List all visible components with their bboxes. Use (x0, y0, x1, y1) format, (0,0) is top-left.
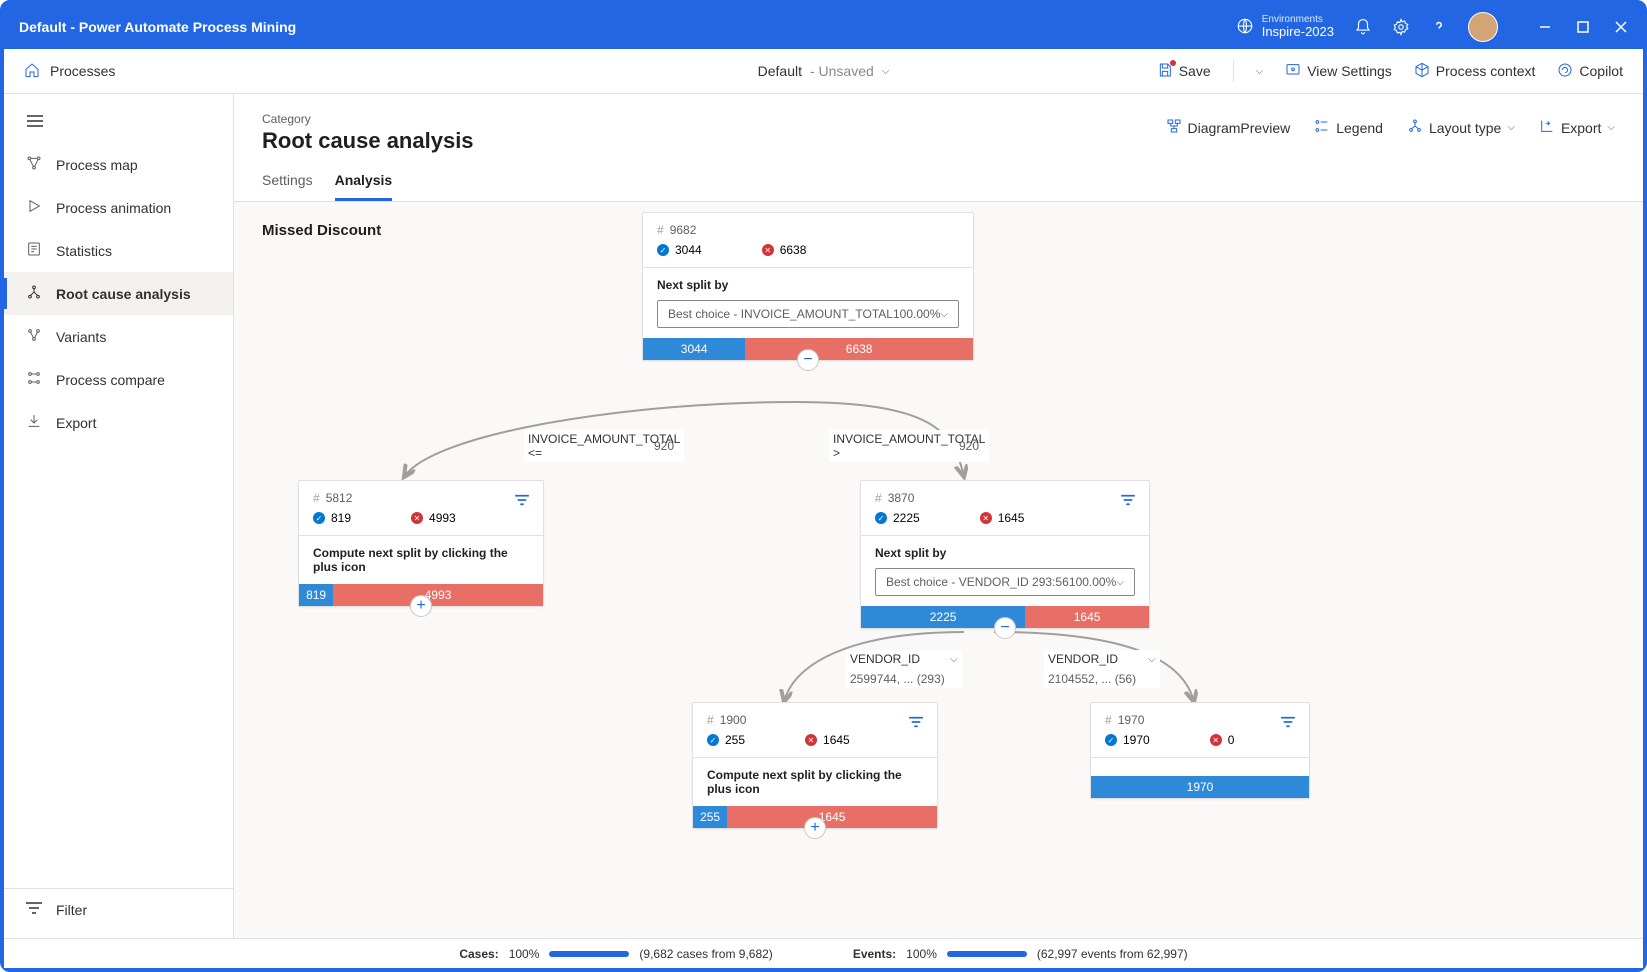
node-left[interactable]: #5812 ✓819 ✕4993 Compute next split by c… (298, 480, 544, 607)
compare-icon (26, 370, 42, 389)
root-cause-icon (26, 284, 42, 303)
split-select-right[interactable]: Best choice - VENDOR_ID 293:56 100.00% ⌵ (875, 568, 1135, 596)
sidebar-item-process-animation[interactable]: Process animation (4, 186, 233, 229)
statistics-icon (26, 241, 42, 260)
category-label: Category (262, 112, 474, 126)
sidebar-item-statistics[interactable]: Statistics (4, 229, 233, 272)
settings-icon[interactable] (1392, 18, 1410, 36)
maximize-button[interactable] (1576, 20, 1590, 34)
node-root[interactable]: #9682 ✓3044 ✕6638 Next split by Best cho… (642, 212, 974, 361)
tab-settings[interactable]: Settings (262, 172, 313, 201)
filter-icon[interactable] (515, 493, 529, 511)
copilot-icon (1557, 62, 1573, 81)
minimize-button[interactable] (1538, 20, 1552, 34)
sidebar-item-process-compare[interactable]: Process compare (4, 358, 233, 401)
edge-label-r-left: VENDOR_ID⌵ 2599744, ... (293) (846, 650, 962, 688)
chevron-down-icon: ⌵ (882, 66, 890, 77)
layout-type-button[interactable]: Layout type ⌵ (1407, 118, 1515, 137)
split-select-root[interactable]: Best choice - INVOICE_AMOUNT_TOTAL 100.0… (657, 300, 959, 328)
chevron-down-icon[interactable]: ⌵ (1148, 654, 1156, 665)
process-context-button[interactable]: Process context (1414, 62, 1536, 81)
page-title: Root cause analysis (262, 128, 474, 154)
breadcrumb-processes[interactable]: Processes (50, 63, 115, 79)
process-map-icon (26, 155, 42, 174)
sidebar-filter[interactable]: Filter (4, 888, 234, 930)
user-avatar[interactable] (1468, 12, 1498, 42)
notifications-icon[interactable] (1354, 18, 1372, 36)
filter-icon (26, 901, 42, 918)
close-button[interactable] (1614, 20, 1628, 34)
collapse-button[interactable]: − (797, 349, 819, 371)
tab-analysis[interactable]: Analysis (335, 172, 393, 201)
expand-button[interactable]: + (410, 595, 432, 617)
titlebar: Default - Power Automate Process Mining … (4, 4, 1643, 49)
app-title: Default - Power Automate Process Mining (19, 19, 296, 35)
env-name: Inspire-2023 (1262, 25, 1334, 39)
play-icon (26, 198, 42, 217)
node-right-right[interactable]: #1970 ✓1970 ✕0 1970 (1090, 702, 1310, 799)
copilot-button[interactable]: Copilot (1557, 62, 1623, 81)
chevron-down-icon: ⌵ (1507, 122, 1515, 133)
cube-icon (1414, 62, 1430, 81)
sidebar-item-process-map[interactable]: Process map (4, 143, 233, 186)
export-button[interactable]: Export ⌵ (1539, 118, 1615, 137)
environment-picker[interactable]: Environments Inspire-2023 (1236, 14, 1334, 39)
node-right[interactable]: #3870 ✓2225 ✕1645 Next split by Best cho… (860, 480, 1150, 629)
environment-icon (1236, 17, 1254, 35)
sidebar-item-variants[interactable]: Variants (4, 315, 233, 358)
sidebar: Process map Process animation Statistics… (4, 94, 234, 938)
document-state[interactable]: Default - Unsaved ⌵ (758, 63, 890, 79)
analysis-title: Missed Discount (262, 222, 381, 239)
edge-label-right: INVOICE_AMOUNT_TOTAL >920 (829, 430, 989, 462)
legend-button[interactable]: Legend (1314, 118, 1383, 137)
help-icon[interactable] (1430, 18, 1448, 36)
save-icon (1157, 62, 1173, 81)
view-settings-button[interactable]: View Settings (1285, 62, 1392, 81)
export-icon (1539, 118, 1555, 137)
filter-icon[interactable] (1121, 493, 1135, 511)
filter-icon[interactable] (909, 715, 923, 733)
content-header: Category Root cause analysis Settings An… (234, 94, 1643, 202)
env-label: Environments (1262, 14, 1334, 25)
filter-icon[interactable] (1281, 715, 1295, 733)
sidebar-item-export[interactable]: Export (4, 401, 233, 444)
save-button[interactable]: Save (1157, 62, 1211, 81)
footer-cases: Cases: 100% (9,682 cases from 9,682) (459, 947, 772, 961)
view-settings-icon (1285, 62, 1301, 81)
edge-label-r-right: VENDOR_ID⌵ 2104552, ... (56) (1044, 650, 1160, 688)
variants-icon (26, 327, 42, 346)
chevron-down-icon: ⌵ (1607, 122, 1615, 133)
collapse-button[interactable]: − (994, 617, 1016, 639)
layout-icon (1407, 118, 1423, 137)
sidebar-item-root-cause[interactable]: Root cause analysis (4, 272, 233, 315)
download-icon (26, 413, 42, 432)
diagram-canvas[interactable]: Missed Discount #9682 ✓3044 ✕6638 (234, 202, 1643, 938)
diagram-preview-button[interactable]: DiagramPreview (1166, 118, 1291, 137)
expand-button[interactable]: + (804, 817, 826, 839)
save-dropdown[interactable]: ⌵ (1256, 66, 1264, 77)
legend-icon (1314, 118, 1330, 137)
node-right-left[interactable]: #1900 ✓255 ✕1645 Compute next split by c… (692, 702, 938, 829)
diagram-icon (1166, 118, 1182, 137)
toolbar: Processes Default - Unsaved ⌵ Save ⌵ Vie… (4, 49, 1643, 94)
footer: Cases: 100% (9,682 cases from 9,682) Eve… (4, 938, 1643, 968)
chevron-down-icon[interactable]: ⌵ (950, 654, 958, 665)
edge-label-left: INVOICE_AMOUNT_TOTAL <=920 (524, 430, 684, 462)
footer-events: Events: 100% (62,997 events from 62,997) (853, 947, 1188, 961)
sidebar-toggle[interactable] (4, 104, 233, 143)
home-icon[interactable] (24, 62, 40, 81)
